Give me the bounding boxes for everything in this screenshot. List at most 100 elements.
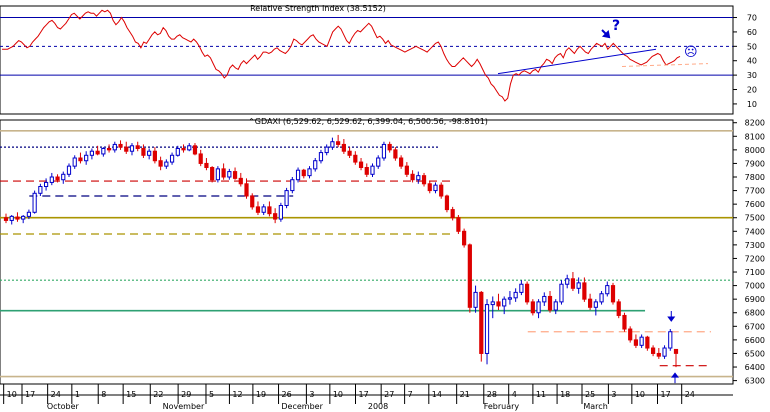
candle xyxy=(376,155,381,169)
candle-body xyxy=(364,167,369,175)
candle-body xyxy=(599,293,604,303)
candle-body xyxy=(462,230,467,246)
candle-body xyxy=(38,186,43,194)
price-ytick-label: 7400 xyxy=(745,227,765,236)
price-title: ^GDAXI (6,529.62, 6,529.62, 6,399.04, 6,… xyxy=(248,117,488,126)
candle xyxy=(479,291,484,362)
candle xyxy=(32,190,37,214)
candle xyxy=(330,137,335,150)
price-ytick-label: 8100 xyxy=(745,132,765,141)
candle-body xyxy=(662,347,667,357)
candlestick-series xyxy=(3,134,679,368)
x-tick-label: 10 xyxy=(333,390,343,399)
x-tick-label: 10 xyxy=(635,390,645,399)
rsi-ytick-label: 10 xyxy=(747,100,757,109)
candle-body xyxy=(210,167,215,181)
x-tick-label: 3 xyxy=(309,390,314,399)
candle xyxy=(576,277,581,294)
price-ytick-label: 7500 xyxy=(745,214,765,223)
candle-body xyxy=(605,285,610,295)
x-tick-label: 25 xyxy=(585,390,595,399)
x-tick-label: 1 xyxy=(75,390,80,399)
candle xyxy=(307,166,312,179)
rsi-title: Relative Strength Index (38.5152) xyxy=(250,4,386,13)
candle-body xyxy=(404,165,409,175)
candle xyxy=(301,168,306,179)
candle xyxy=(55,174,60,183)
candle-body xyxy=(112,143,117,151)
candle-body xyxy=(496,301,501,307)
candle-body xyxy=(169,154,175,163)
candle xyxy=(662,345,667,359)
x-tick-label: 27 xyxy=(384,390,394,399)
candle-body xyxy=(668,331,673,349)
candle-body xyxy=(158,160,163,167)
candle-body xyxy=(9,215,14,221)
price-level-lines xyxy=(0,130,733,378)
candle-body xyxy=(530,301,535,314)
x-tick-label: 26 xyxy=(282,390,292,399)
x-tick-label: 24 xyxy=(685,390,695,399)
candle-body xyxy=(273,213,278,220)
candle xyxy=(622,312,627,332)
candle xyxy=(525,281,530,305)
price-y-axis: 6300 6400 6500 6600 6700 6800 6900 7000 7100 7200… xyxy=(733,119,765,386)
x-month-label: November xyxy=(163,402,205,411)
candle xyxy=(484,299,490,365)
candle xyxy=(164,159,169,169)
candle xyxy=(26,209,32,220)
x-tick-label: 17 xyxy=(25,390,35,399)
candle xyxy=(496,293,501,311)
candle xyxy=(267,201,272,217)
x-tick-label: 28 xyxy=(487,390,497,399)
candle xyxy=(129,143,135,156)
candle xyxy=(72,155,77,169)
candle xyxy=(542,292,547,306)
candle xyxy=(261,204,266,216)
candle-body xyxy=(61,173,66,181)
price-ytick-label: 6800 xyxy=(745,309,765,318)
price-ytick-label: 7900 xyxy=(745,159,765,168)
x-tick-label: 14 xyxy=(432,390,442,399)
candle xyxy=(232,167,238,180)
candle-body xyxy=(227,171,232,178)
candle xyxy=(399,155,404,169)
candle xyxy=(84,151,89,165)
price-ytick-label: 7100 xyxy=(745,268,765,277)
candle-body xyxy=(616,301,621,316)
candle-body xyxy=(467,244,472,308)
candle-body xyxy=(84,154,89,162)
candle-body xyxy=(576,282,581,289)
candle xyxy=(221,163,226,180)
candle xyxy=(135,141,140,152)
candle-body xyxy=(410,173,415,181)
candle-body xyxy=(324,146,329,154)
candle-body xyxy=(622,314,627,330)
candle-body xyxy=(565,278,570,285)
x-tick-label: 12 xyxy=(232,390,242,399)
candle xyxy=(89,148,94,160)
candle-body xyxy=(55,176,60,181)
x-tick-label: 3 xyxy=(611,390,616,399)
candle xyxy=(387,141,392,153)
candle-body xyxy=(502,298,507,307)
candle xyxy=(101,147,106,157)
x-tick-label: 24 xyxy=(51,390,61,399)
candle-body xyxy=(181,148,186,151)
price-ytick-label: 8200 xyxy=(745,119,765,128)
candle xyxy=(565,274,570,289)
candle xyxy=(3,213,9,224)
price-ytick-label: 6500 xyxy=(745,349,765,358)
x-tick-label: 17 xyxy=(359,390,369,399)
x-tick-label: 18 xyxy=(560,390,570,399)
candle xyxy=(187,143,192,152)
candle xyxy=(324,144,329,156)
candle xyxy=(238,172,243,187)
rsi-ytick-label: 30 xyxy=(747,71,757,80)
candle xyxy=(490,296,495,319)
candle xyxy=(645,335,650,351)
candle-body xyxy=(255,206,261,213)
candle-body xyxy=(525,283,530,303)
candle-body xyxy=(559,283,564,303)
